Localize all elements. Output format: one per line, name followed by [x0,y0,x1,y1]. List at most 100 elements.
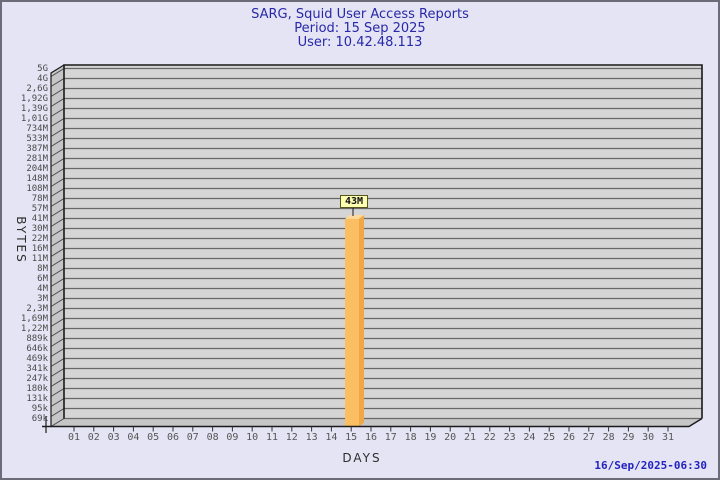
y-axis-tick-label: 1,69M [20,313,48,324]
y-tick [50,208,65,217]
report-period: Period: 15 Sep 2025 [294,21,426,36]
wall-outline [50,64,65,427]
y-axis-tick-label: 41M [31,213,48,224]
y-tick [50,298,65,307]
x-axis-tick-label: 29 [622,432,635,443]
y-tick [50,168,65,177]
y-tick [50,218,65,227]
x-axis-tick-label: 21 [463,432,477,443]
x-axis-tick-label: 20 [444,432,457,443]
y-axis-tick-label: 204M [26,163,48,174]
y-axis-tick-label: 247k [26,373,48,384]
y-axis-tick-label: 1,01G [20,113,48,124]
chart-floor [51,418,702,427]
y-tick [50,268,65,277]
x-axis-tick-label: 14 [325,432,338,443]
y-tick [50,338,65,347]
x-axis-tick-label: 13 [305,432,318,443]
bar-side-face [359,215,364,427]
y-axis-tick-label: 387M [26,143,48,154]
y-tick [50,398,65,407]
y-tick [50,98,65,107]
x-axis-tick-label: 12 [285,432,298,443]
y-tick [50,108,65,117]
y-axis-title: BYTES [14,216,28,264]
y-tick [50,248,65,257]
chart-header: SARG, Squid User Access Reports Period: … [2,8,718,50]
x-axis-tick-label: 19 [424,432,437,443]
plot-area [64,65,702,419]
x-axis-tick-label: 10 [246,432,259,443]
y-tick [50,418,65,427]
y-tick [50,358,65,367]
y-tick [50,148,65,157]
y-tick [50,118,65,127]
y-axis-tick-label: 4G [37,73,48,84]
y-axis-tick-label: 734M [26,123,48,134]
y-tick [50,348,65,357]
y-tick [50,258,65,267]
y-tick [50,238,65,247]
y-tick [50,188,65,197]
y-tick [50,178,65,187]
y-axis-tick-label: 4M [37,283,48,294]
y-tick [50,128,65,137]
page-title: SARG, Squid User Access Reports [251,7,469,22]
bar-top-face [345,215,364,219]
y-axis-tick-label: 3M [37,293,48,304]
y-axis-ticks [50,68,65,427]
x-axis-tick-label: 04 [127,432,140,443]
y-axis-tick-label: 180k [26,383,48,394]
x-axis-tick-label: 09 [226,432,239,443]
x-axis-tick-label: 30 [642,432,655,443]
generation-timestamp: 16/Sep/2025-06:30 [594,459,707,472]
y-axis-tick-label: 108M [26,183,48,194]
y-axis-tick-label: 6M [37,273,48,284]
x-axis-tick-label: 17 [384,432,397,443]
y-tick [50,228,65,237]
y-tick [50,158,65,167]
x-axis-tick-label: 11 [265,432,279,443]
y-axis-tick-label: 131k [26,393,48,404]
x-axis-tick-label: 03 [107,432,120,443]
y-axis-tick-label: 889k [26,333,48,344]
y-axis-tick-label: 78M [31,193,48,204]
y-tick [50,308,65,317]
x-axis-tick-label: 07 [186,432,199,443]
y-axis-tick-label: 1,39G [20,103,48,114]
y-axis-tick-label: 646k [26,343,48,354]
plot-outline [63,64,703,419]
y-axis-tick-label: 281M [26,153,48,164]
y-tick [50,198,65,207]
y-axis-tick-label: 95k [31,403,48,414]
y-axis-tick-label: 11M [31,253,48,264]
y-tick [50,318,65,327]
y-axis-tick-label: 69k [31,413,48,424]
x-axis-ticks [73,426,669,432]
chart-left-wall [51,65,64,427]
x-axis-tick-label: 31 [661,432,675,443]
y-tick [50,138,65,147]
y-axis-tick-label: 2,6G [26,83,48,94]
y-axis-tick-label: 341k [26,363,48,374]
y-axis-tick-label: 2,3M [26,303,48,314]
y-axis-tick-label: 5G [37,63,48,74]
x-axis-tick-label: 06 [166,432,180,443]
x-axis-tick-label: 01 [67,432,81,443]
x-axis-tick-label: 23 [503,432,516,443]
y-axis-tick-label: 16M [31,243,48,254]
y-tick [50,68,65,77]
x-axis-tick-label: 08 [206,432,219,443]
y-axis-tick-label: 22M [31,233,48,244]
y-axis-tick-label: 30M [31,223,48,234]
y-tick [50,278,65,287]
bar-day-15 [345,215,364,427]
x-axis-tick-label: 05 [147,432,160,443]
x-axis-line [42,417,703,428]
bar-value-label: 43M [340,195,368,208]
y-tick [50,368,65,377]
report-user: User: 10.42.48.113 [297,35,423,50]
x-axis-title: DAYS [342,451,382,465]
